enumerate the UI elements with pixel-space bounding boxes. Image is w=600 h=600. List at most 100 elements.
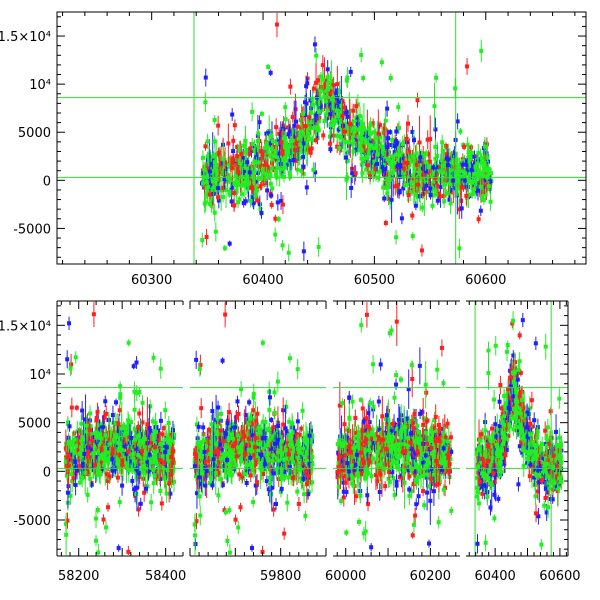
top-data-point xyxy=(453,186,458,191)
top-data-point xyxy=(249,149,254,154)
top-data-point xyxy=(296,151,301,156)
bottom-data-point xyxy=(114,400,119,405)
top-data-point xyxy=(203,144,208,149)
bottom-data-point xyxy=(168,438,173,443)
bottom-data-point xyxy=(171,479,176,484)
top-data-point xyxy=(335,88,340,93)
bottom-data-point xyxy=(126,468,131,473)
top-data-point xyxy=(273,232,278,237)
bottom-data-point xyxy=(136,507,141,512)
top-data-point xyxy=(268,181,273,186)
top-data-point xyxy=(309,146,314,151)
bottom-data-point xyxy=(127,459,132,464)
bottom-data-point xyxy=(88,411,93,416)
top-data-point xyxy=(327,141,332,146)
top-data-point xyxy=(312,42,317,47)
top-data-point xyxy=(308,110,313,115)
bottom-data-point xyxy=(77,480,82,485)
bottom-data-point xyxy=(158,366,163,371)
top-data-point xyxy=(212,139,217,144)
bottom-data-point xyxy=(144,432,149,437)
top-data-point xyxy=(216,150,221,155)
top-data-point xyxy=(395,183,400,188)
top-data-point xyxy=(335,99,340,104)
bottom-data-point xyxy=(132,407,137,412)
top-data-point xyxy=(444,156,449,161)
top-data-point xyxy=(381,162,386,167)
top-data-point xyxy=(211,185,216,190)
bottom-data-point xyxy=(159,501,164,506)
bottom-data-point xyxy=(141,470,146,475)
top-data-point xyxy=(341,123,346,128)
top-data-point xyxy=(216,198,221,203)
top-data-point xyxy=(401,186,406,191)
top-data-point xyxy=(235,182,240,187)
top-data-point xyxy=(228,164,233,169)
top-data-point xyxy=(410,129,415,134)
bottom-data-point xyxy=(124,431,129,436)
bottom-data-point xyxy=(111,439,116,444)
bottom-data-point xyxy=(153,420,158,425)
top-data-point xyxy=(222,246,227,251)
top-data-point xyxy=(427,190,432,195)
bottom-data-point xyxy=(122,425,127,430)
bottom-data-point xyxy=(117,500,122,505)
top-data-point xyxy=(399,216,404,221)
bottom-data-point xyxy=(278,489,283,494)
bottom-segment-points xyxy=(192,302,315,555)
top-data-point xyxy=(448,188,453,193)
top-data-point xyxy=(200,238,205,243)
top-data-point xyxy=(216,186,221,191)
bottom-data-point xyxy=(89,482,94,487)
top-data-point xyxy=(472,187,477,192)
bottom-data-point xyxy=(115,461,120,466)
top-data-point xyxy=(388,161,393,166)
bottom-data-point xyxy=(129,435,134,440)
top-data-point xyxy=(455,119,460,124)
top-data-point xyxy=(373,166,378,171)
top-data-point xyxy=(360,171,365,176)
bottom-data-point xyxy=(95,455,100,460)
top-data-point xyxy=(423,169,428,174)
top-data-point xyxy=(371,146,376,151)
top-data-point xyxy=(254,195,259,200)
top-data-point xyxy=(459,198,464,203)
top-data-point xyxy=(322,82,327,87)
top-data-point xyxy=(404,136,409,141)
top-data-point xyxy=(255,188,260,193)
top-data-point xyxy=(213,177,218,182)
top-data-point xyxy=(482,144,487,149)
bottom-data-point xyxy=(70,479,75,484)
top-data-point xyxy=(449,160,454,165)
top-data-point xyxy=(202,201,207,206)
top-data-point xyxy=(435,198,440,203)
top-data-point xyxy=(427,159,432,164)
top-data-point xyxy=(456,177,461,182)
top-data-point xyxy=(262,145,267,150)
bottom-data-point xyxy=(138,439,143,444)
top-data-point xyxy=(310,97,315,102)
top-data-point xyxy=(377,123,382,128)
top-x-tick-label: 60600 xyxy=(465,273,506,288)
top-data-point xyxy=(266,64,271,69)
bottom-data-point xyxy=(169,481,174,486)
bottom-data-point xyxy=(103,433,108,438)
bottom-segment: 58200 58400 xyxy=(57,300,186,584)
top-data-point xyxy=(476,168,481,173)
top-data-point xyxy=(469,150,474,155)
bottom-data-point xyxy=(93,462,98,467)
bottom-data-point xyxy=(149,500,154,505)
bottom-data-point xyxy=(110,468,115,473)
top-data-point xyxy=(295,167,300,172)
top-data-point xyxy=(371,121,376,126)
top-data-point xyxy=(402,160,407,165)
top-data-point xyxy=(472,154,477,159)
top-data-point xyxy=(241,143,246,148)
top-data-point xyxy=(479,48,484,53)
bottom-data-point xyxy=(70,460,75,465)
bottom-data-point xyxy=(141,440,146,445)
top-data-point xyxy=(395,154,400,159)
bottom-data-point xyxy=(72,437,77,442)
top-data-point xyxy=(212,210,217,215)
top-data-point xyxy=(324,89,329,94)
